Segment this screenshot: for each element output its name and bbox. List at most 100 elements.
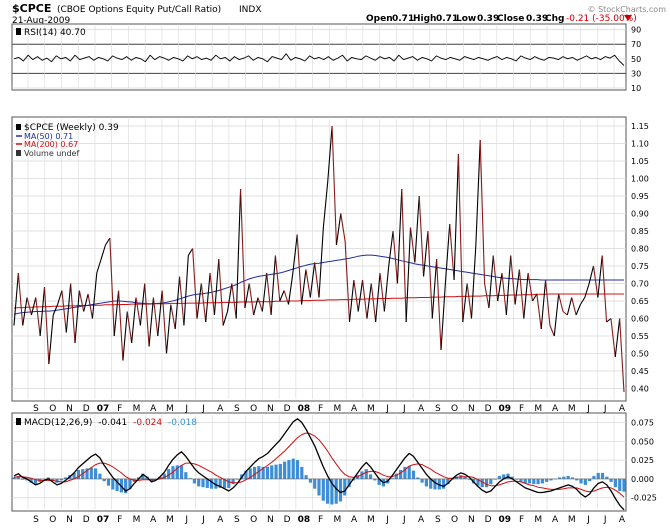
macd-histogram-bar: [532, 478, 536, 485]
macd-histogram-bar: [592, 475, 596, 479]
price-segment: [614, 318, 621, 358]
macd-histogram-bar: [484, 478, 489, 488]
symbol: $CPCE: [12, 2, 51, 15]
macd-histogram-bar: [364, 469, 368, 479]
price-segment: [414, 195, 420, 263]
macd-histogram-bar: [29, 478, 33, 483]
macd-histogram-bar: [295, 460, 300, 479]
price-segment: [510, 255, 516, 305]
price-segment: [126, 311, 133, 344]
macd-histogram-bar: [98, 473, 102, 479]
price-segment: [566, 297, 573, 316]
price-segment: [536, 293, 542, 330]
price-segment: [379, 272, 385, 312]
macd-histogram-bar: [102, 478, 106, 482]
y-tick-label: 70: [631, 40, 641, 49]
x-tick-label: J: [385, 515, 389, 525]
price-segment: [148, 297, 154, 347]
legend-swatch-volume: [16, 150, 21, 156]
x-tick-label: A: [217, 515, 224, 525]
macd-histogram-bar: [222, 478, 227, 488]
price-segment: [152, 297, 159, 337]
macd-histogram-bar: [360, 471, 364, 479]
price-segment: [340, 213, 346, 242]
macd-signal-value: -0.024: [133, 418, 162, 428]
price-segment: [405, 227, 412, 323]
price-segment: [135, 297, 141, 326]
price-axis: 1.15 1.10 1.05 1.00 0.95 0.90 0.85 0.80 0.75 0.70…: [631, 122, 649, 394]
open-value: 0.71: [392, 14, 414, 24]
price-segment: [348, 279, 355, 323]
rsi-series: [13, 53, 625, 66]
close-label: Close: [497, 14, 524, 24]
x-tick-label: N: [66, 404, 73, 414]
x-tick-label: A: [619, 404, 626, 414]
price-segment: [479, 139, 486, 284]
macd-histogram-bar: [502, 474, 506, 479]
y-tick-label: 1.00: [631, 175, 649, 184]
x-tick-label: F: [117, 515, 122, 525]
price-segment: [192, 248, 198, 319]
macd-histogram-bar: [106, 478, 111, 486]
price-segment: [83, 293, 89, 312]
macd-histogram-bar: [618, 478, 622, 491]
x-tick-label: 07: [97, 404, 110, 414]
macd-histogram-bar: [549, 478, 553, 481]
x-tick-label: M: [367, 404, 375, 414]
price-segment: [475, 139, 481, 246]
x-tick-label: A: [150, 515, 157, 525]
macd-histogram-bar: [227, 478, 231, 488]
price-segment: [488, 255, 494, 309]
macd-histogram-bar: [270, 465, 274, 479]
macd-histogram-bar: [321, 478, 325, 501]
price-segment: [205, 272, 211, 323]
macd-histogram-bar: [16, 475, 20, 479]
price-segment: [113, 290, 120, 337]
y-tick-label: 0.050: [631, 437, 654, 446]
x-tick-label: D: [284, 404, 291, 414]
price-segment: [318, 227, 324, 298]
y-tick-label: 90: [631, 26, 641, 35]
low-label: Low: [456, 14, 476, 24]
macd-histogram-bar: [201, 478, 205, 488]
price-segment: [409, 227, 416, 263]
macd-histogram-bar: [480, 478, 484, 488]
chg-value: -0.21 (-35.00%): [566, 14, 637, 24]
y-tick-label: 0.075: [631, 419, 654, 428]
price-segment: [584, 283, 590, 298]
y-tick-label: 0.50: [631, 350, 649, 359]
x-tick-label: M: [534, 515, 542, 525]
price-segment: [261, 272, 268, 312]
macd-histogram-bar: [579, 478, 583, 484]
x-tick-label: A: [217, 404, 224, 414]
price-segment: [532, 293, 538, 302]
macd-histogram-bar: [609, 478, 613, 482]
macd-histogram-bar: [46, 477, 50, 479]
price-segment: [453, 153, 459, 281]
price-panel: [11, 116, 627, 402]
x-tick-label: O: [250, 404, 257, 414]
x-tick-label: J: [402, 515, 406, 525]
macd-histogram-bar: [12, 477, 16, 479]
price-segment: [13, 272, 19, 326]
price-segment: [427, 230, 433, 319]
macd-histogram-bar: [124, 478, 128, 494]
high-value: 0.71: [436, 14, 458, 24]
macd-histogram-bar: [59, 478, 63, 481]
price-segment: [344, 241, 351, 323]
macd-histogram-bar: [283, 461, 287, 479]
x-tick-label: M: [333, 515, 341, 525]
x-tick-label: F: [519, 515, 524, 525]
price-segment: [418, 195, 425, 277]
price-legend: $CPCE (Weekly) 0.39 MA(50) 0.71 MA(200) …: [16, 123, 119, 158]
macd-histogram-bar: [394, 473, 398, 479]
x-tick-label: 08: [298, 515, 311, 525]
price-segment: [109, 237, 115, 337]
price-segment: [375, 272, 381, 323]
legend-ma50: MA(50) 0.71: [24, 132, 73, 141]
price-segment: [231, 283, 237, 319]
macd-histogram-bar: [493, 478, 497, 480]
macd-histogram-bar: [313, 478, 317, 489]
